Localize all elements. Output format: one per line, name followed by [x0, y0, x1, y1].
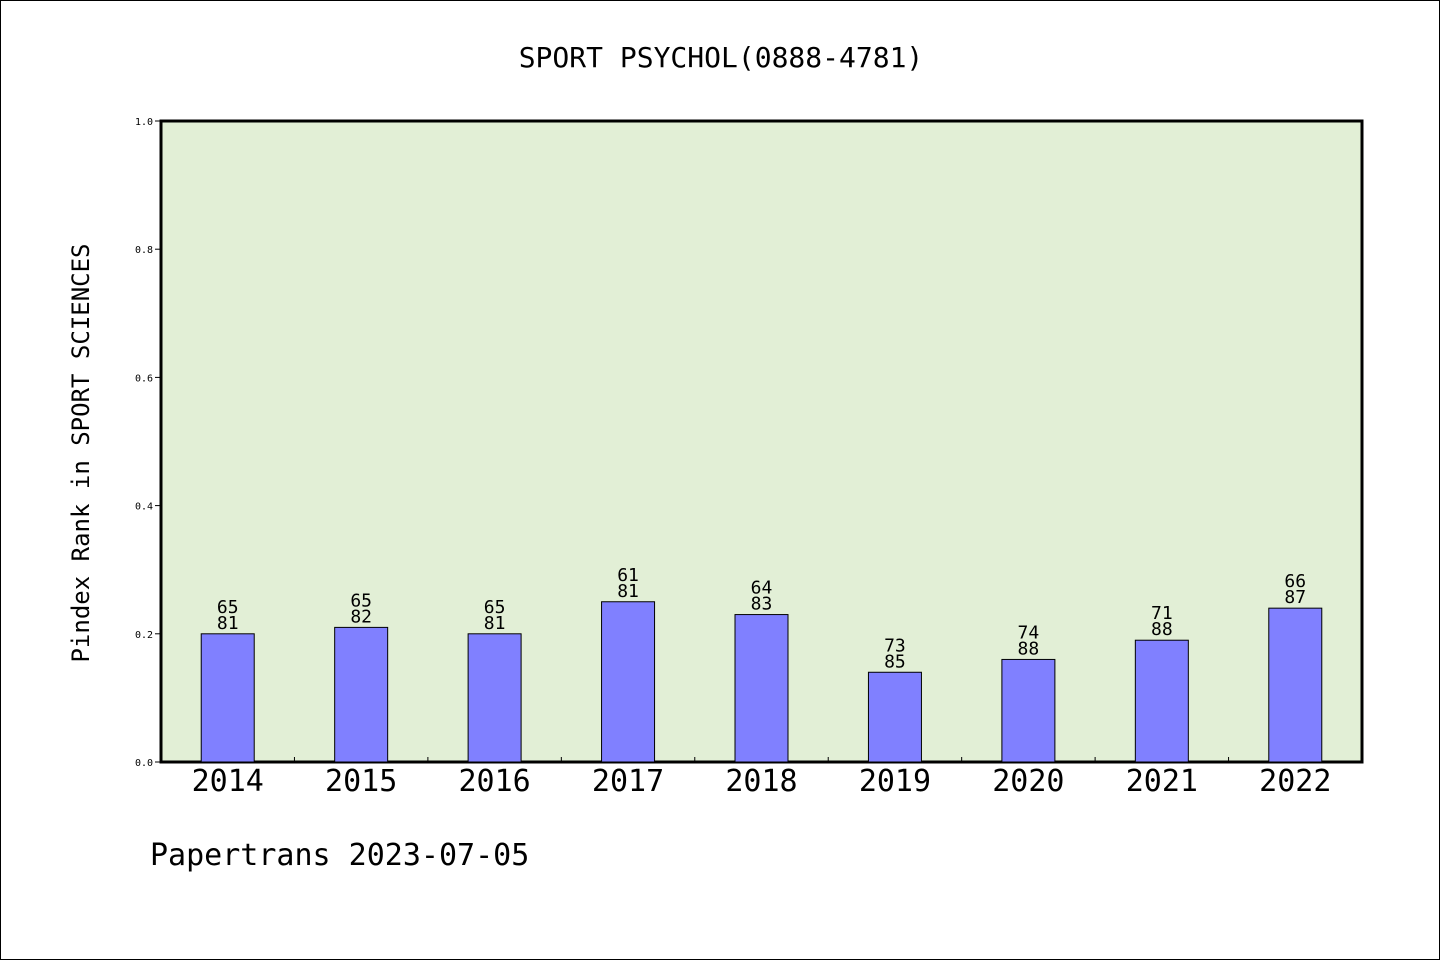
total-label: 85	[884, 651, 906, 672]
y-tick-label: 0.8	[135, 245, 153, 256]
total-label: 82	[350, 606, 372, 627]
bar-2017	[601, 601, 656, 763]
y-tick-label: 1.0	[135, 117, 153, 128]
rank-label: 74	[1018, 622, 1040, 643]
y-tick-label: 0.0	[135, 758, 153, 769]
footer-credit: Papertrans 2023-07-05	[150, 838, 529, 873]
rank-label: 73	[884, 635, 906, 656]
bar-2014	[200, 633, 255, 763]
bar-2015	[334, 626, 389, 763]
x-tick-label: 2021	[1126, 764, 1198, 799]
bar-2019	[867, 671, 922, 763]
rank-label: 61	[617, 565, 639, 586]
total-label: 88	[1018, 638, 1040, 659]
x-tick-label: 2016	[458, 764, 530, 799]
total-label: 88	[1151, 619, 1173, 640]
y-tick-label: 0.4	[135, 502, 153, 513]
bar-2018	[734, 614, 789, 763]
rank-label: 65	[484, 597, 506, 618]
total-label: 81	[217, 613, 239, 634]
x-axis-ticks: 2014 2015 2016 2017 2018 2019 2020 2021 2022	[192, 757, 1331, 799]
total-label: 83	[751, 594, 773, 615]
x-tick-label: 2017	[592, 764, 664, 799]
total-label: 81	[617, 581, 639, 602]
y-axis-ticks: 0.0 0.2 0.4 0.6 0.8 1.0	[135, 117, 161, 769]
rank-label: 65	[217, 597, 239, 618]
bar-2020	[1001, 658, 1056, 763]
chart-title: SPORT PSYCHOL(0888-4781)	[519, 41, 924, 74]
x-tick-label: 2020	[992, 764, 1064, 799]
rank-label: 65	[350, 590, 372, 611]
bars-group	[200, 601, 1323, 763]
rank-label: 64	[751, 578, 773, 599]
bar-2021	[1134, 639, 1189, 763]
y-axis-label: Pindex Rank in SPORT SCIENCES	[67, 243, 95, 662]
x-tick-label: 2018	[725, 764, 797, 799]
rank-label: 66	[1284, 571, 1306, 592]
x-tick-label: 2022	[1259, 764, 1331, 799]
x-tick-label: 2015	[325, 764, 397, 799]
bar-2022	[1268, 607, 1323, 763]
total-label: 81	[484, 613, 506, 634]
x-tick-label: 2014	[192, 764, 264, 799]
y-tick-label: 0.2	[135, 630, 153, 641]
y-tick-label: 0.6	[135, 373, 153, 384]
bar-2016	[467, 633, 522, 763]
rank-label: 71	[1151, 603, 1173, 624]
x-tick-label: 2019	[859, 764, 931, 799]
total-label: 87	[1284, 587, 1306, 608]
